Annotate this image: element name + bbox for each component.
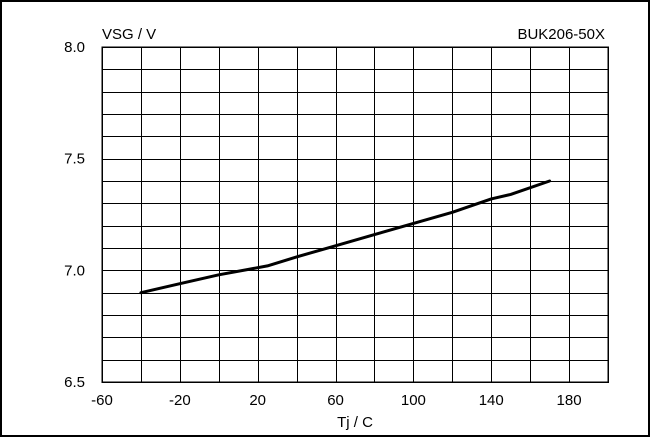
grid-lines	[102, 47, 608, 382]
x-tick-label: -20	[169, 392, 191, 409]
x-tick-label: 20	[249, 392, 266, 409]
x-tick-label: -60	[91, 392, 113, 409]
y-tick-label: 7.5	[64, 151, 85, 168]
part-number-label: BUK206-50X	[517, 26, 605, 43]
y-tick-label: 6.5	[64, 374, 85, 391]
y-tick-label: 7.0	[64, 262, 85, 279]
x-tick-label: 60	[327, 392, 344, 409]
y-tick-label: 8.0	[64, 39, 85, 56]
x-tick-label: 180	[557, 392, 582, 409]
y-axis-label: VSG / V	[102, 26, 156, 43]
x-tick-label: 140	[479, 392, 504, 409]
plot-area-border	[101, 46, 609, 383]
x-axis-label: Tj / C	[337, 414, 373, 431]
x-tick-label: 100	[401, 392, 426, 409]
tick-labels: -60 -20 20 60 100 140 180 6.5 7.0 7.5 8.0	[64, 39, 581, 409]
series-line	[139, 179, 552, 295]
